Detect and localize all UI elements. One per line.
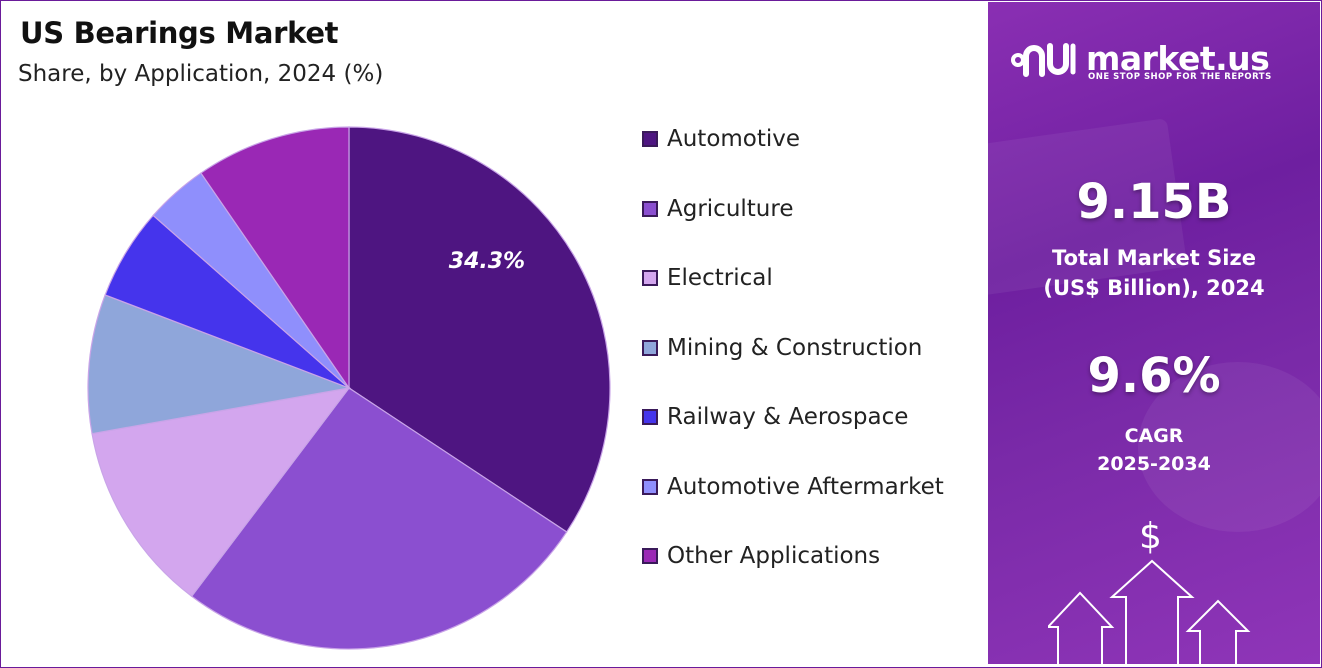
brand-logo: market.us bbox=[1010, 38, 1270, 78]
legend-label: Other Applications bbox=[667, 543, 881, 569]
legend-item: Electrical bbox=[642, 261, 773, 295]
pie-slice-electrical bbox=[91, 387, 351, 598]
legend-label: Railway & Aerospace bbox=[667, 404, 909, 430]
chart-subtitle: Share, by Application, 2024 (%) bbox=[18, 61, 384, 87]
legend-item: Automotive Aftermarket bbox=[642, 470, 944, 504]
legend-item: Mining & Construction bbox=[642, 331, 922, 365]
pie-chart: 34.3% bbox=[87, 126, 611, 650]
market-size-value: 9.15B bbox=[1076, 174, 1232, 230]
cagr-label: CAGR bbox=[1124, 425, 1184, 447]
legend-item: Agriculture bbox=[642, 192, 794, 226]
legend-item: Automotive bbox=[642, 122, 800, 156]
legend-label: Automotive Aftermarket bbox=[667, 473, 944, 500]
legend-label: Electrical bbox=[667, 265, 773, 291]
legend-label: Automotive bbox=[667, 126, 801, 152]
cagr-period: 2025-2034 bbox=[1097, 453, 1211, 475]
dollar-sign-icon: $ bbox=[1139, 516, 1162, 557]
legend-swatch bbox=[642, 270, 658, 286]
up-arrow-outline-icon bbox=[1185, 599, 1251, 664]
up-arrow-outline-icon bbox=[1109, 559, 1195, 664]
market-us-logo-icon bbox=[1011, 43, 1076, 77]
legend-swatch bbox=[642, 200, 658, 217]
legend-swatch bbox=[642, 339, 658, 356]
legend-label: Mining & Construction bbox=[667, 334, 923, 361]
pie-slice-mining-construction bbox=[87, 294, 352, 435]
legend-swatch bbox=[642, 409, 658, 425]
chart-panel: US Bearings Market Share, by Application… bbox=[2, 2, 986, 664]
legend-swatch bbox=[642, 478, 658, 495]
chart-title: US Bearings Market bbox=[20, 16, 339, 50]
legend-item: Railway & Aerospace bbox=[642, 400, 908, 434]
legend-swatch bbox=[642, 548, 658, 564]
legend-swatch bbox=[642, 131, 658, 147]
data-label-automotive: 34.3% bbox=[449, 249, 525, 274]
summary-panel: market.us ONE STOP SHOP FOR THE REPORTS … bbox=[988, 2, 1320, 664]
legend-label: Agriculture bbox=[667, 195, 794, 222]
legend-item: Other Applications bbox=[642, 539, 880, 573]
growth-arrows-decoration bbox=[1048, 559, 1251, 664]
background-cup-shape bbox=[1138, 362, 1320, 532]
brand-name: market.us bbox=[1086, 38, 1270, 78]
pie-slice-other-applications bbox=[200, 126, 350, 390]
cagr-value: 9.6% bbox=[1087, 348, 1221, 404]
market-size-label-line2: (US$ Billion), 2024 bbox=[1043, 276, 1265, 300]
pie-slice-agriculture bbox=[190, 387, 568, 650]
brand-tagline: ONE STOP SHOP FOR THE REPORTS bbox=[1088, 72, 1272, 82]
market-size-label-line1: Total Market Size bbox=[1052, 246, 1256, 270]
up-arrow-outline-icon bbox=[1048, 591, 1115, 664]
